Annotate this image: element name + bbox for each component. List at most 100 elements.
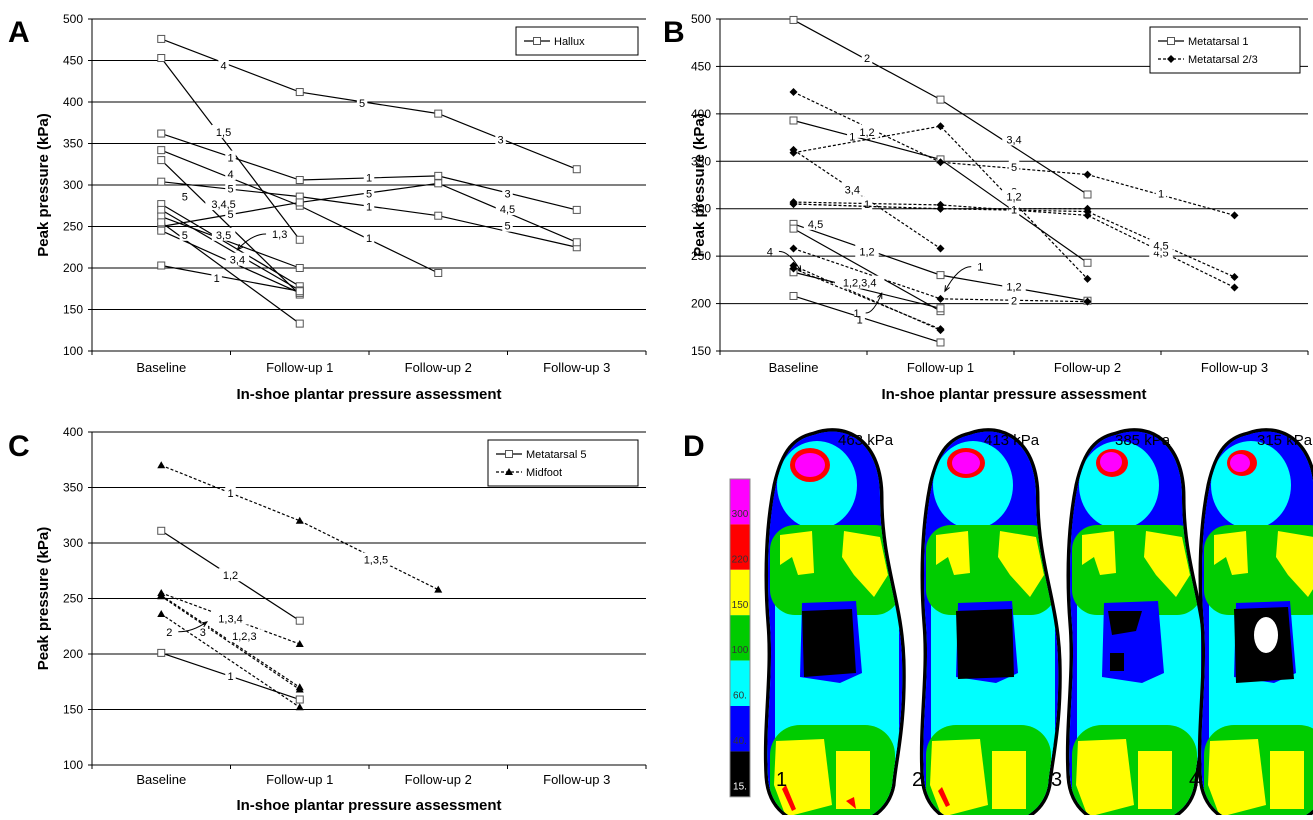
data-label: 5 [227,183,233,195]
data-label: 1,2,3 [232,631,256,643]
label-bg [502,218,513,232]
legend-marker [533,37,541,45]
peak-label-3: 385 kPa [1115,432,1171,449]
annotation: 1 [854,291,883,320]
annotation-arrow [778,250,802,272]
series-a-12: 1 [157,261,304,296]
y-tick-label: 350 [691,154,711,168]
scale-swatch [730,479,750,525]
data-label: 3,4 [230,255,245,267]
data-point [295,685,304,693]
data-label: 4,5 [500,204,515,216]
annotation-label: 4 [767,246,773,258]
data-label: 3,4 [845,185,860,197]
data-point [936,271,945,280]
annotation-arrowhead [795,265,802,273]
label-bg [854,312,865,326]
label-bg [225,486,236,500]
panel-letter-b: B [663,16,685,49]
y-axis-title: Peak pressure (kPa) [691,113,708,256]
data-point [157,461,166,469]
scale-border [729,478,751,798]
data-point [157,592,166,600]
annotation: 4 [767,246,802,273]
x-tick-label: Follow-up 3 [543,772,610,787]
data-point [157,156,166,165]
data-point [157,261,166,270]
pressure-map-4 [1196,425,1313,815]
annotation-arrowhead [877,291,883,300]
x-tick-label: Follow-up 1 [266,360,333,375]
label-bg [212,611,249,625]
data-point [789,264,798,273]
data-label: 1,2,3,4 [843,278,877,290]
data-label: 4,5 [1153,241,1168,253]
data-point [936,122,945,131]
y-tick-label: 300 [691,202,711,216]
data-point [1230,283,1239,292]
series-line [161,149,439,274]
legend-label: Hallux [554,36,585,48]
label-bg [363,186,375,200]
data-label: 3,4,5 [211,199,235,211]
data-label: 1 [227,488,233,500]
label-bg [363,170,375,184]
data-label: 3 [498,134,504,146]
data-point [157,54,166,63]
panel-letter-d: D [683,430,705,463]
data-point [572,238,581,247]
label-bg [357,552,395,566]
data-point [936,244,945,253]
data-label: 1,2 [859,127,874,139]
series-b-13: 1,2,3,4 [789,261,945,335]
data-point [789,145,798,154]
data-point [936,325,945,334]
series-line [793,149,941,250]
y-tick-label: 500 [63,12,83,26]
data-point [789,291,798,300]
y-tick-label: 150 [63,303,83,317]
series-line [793,265,941,331]
x-tick-label: Follow-up 3 [1201,360,1268,375]
label-bg [225,150,236,164]
annotation-arrow [237,233,267,251]
label-bg [205,197,242,211]
data-point [936,294,945,303]
data-label: 1,3,5 [364,555,388,567]
series-line [793,295,941,344]
data-label: 2 [864,53,870,65]
label-bg [495,132,506,146]
series-line [160,209,301,291]
y-axis-title: Peak pressure (kPa) [35,113,52,256]
y-tick-label: 450 [691,59,711,73]
data-point [157,610,166,618]
data-point [295,287,304,296]
y-tick-label: 200 [691,297,711,311]
label-bg [211,227,236,241]
series-c-2: 1 1,3,5 [157,461,443,593]
series-line [160,595,301,691]
y-axis-title: Peak pressure (kPa) [35,527,52,670]
label-bg [1155,186,1167,200]
data-point [789,88,798,97]
data-point [1083,297,1092,306]
scale-swatch [730,569,750,616]
scale-label: 100 [732,645,749,656]
series-line [160,203,301,287]
series-b-7: 1,2 1,2 [789,122,1092,283]
label-bg [179,189,191,203]
label-bg [861,50,873,64]
x-tick-label: Follow-up 2 [405,772,472,787]
annotation-arrowhead [200,621,209,628]
series-b-4 [789,268,945,313]
label-bg [1002,279,1026,293]
data-point [295,640,304,648]
data-point [936,158,945,167]
series-line [161,215,300,269]
data-point [936,204,945,213]
data-point [1083,204,1092,213]
data-point [936,304,945,313]
data-point [789,244,798,253]
data-label: 1 [227,153,233,165]
